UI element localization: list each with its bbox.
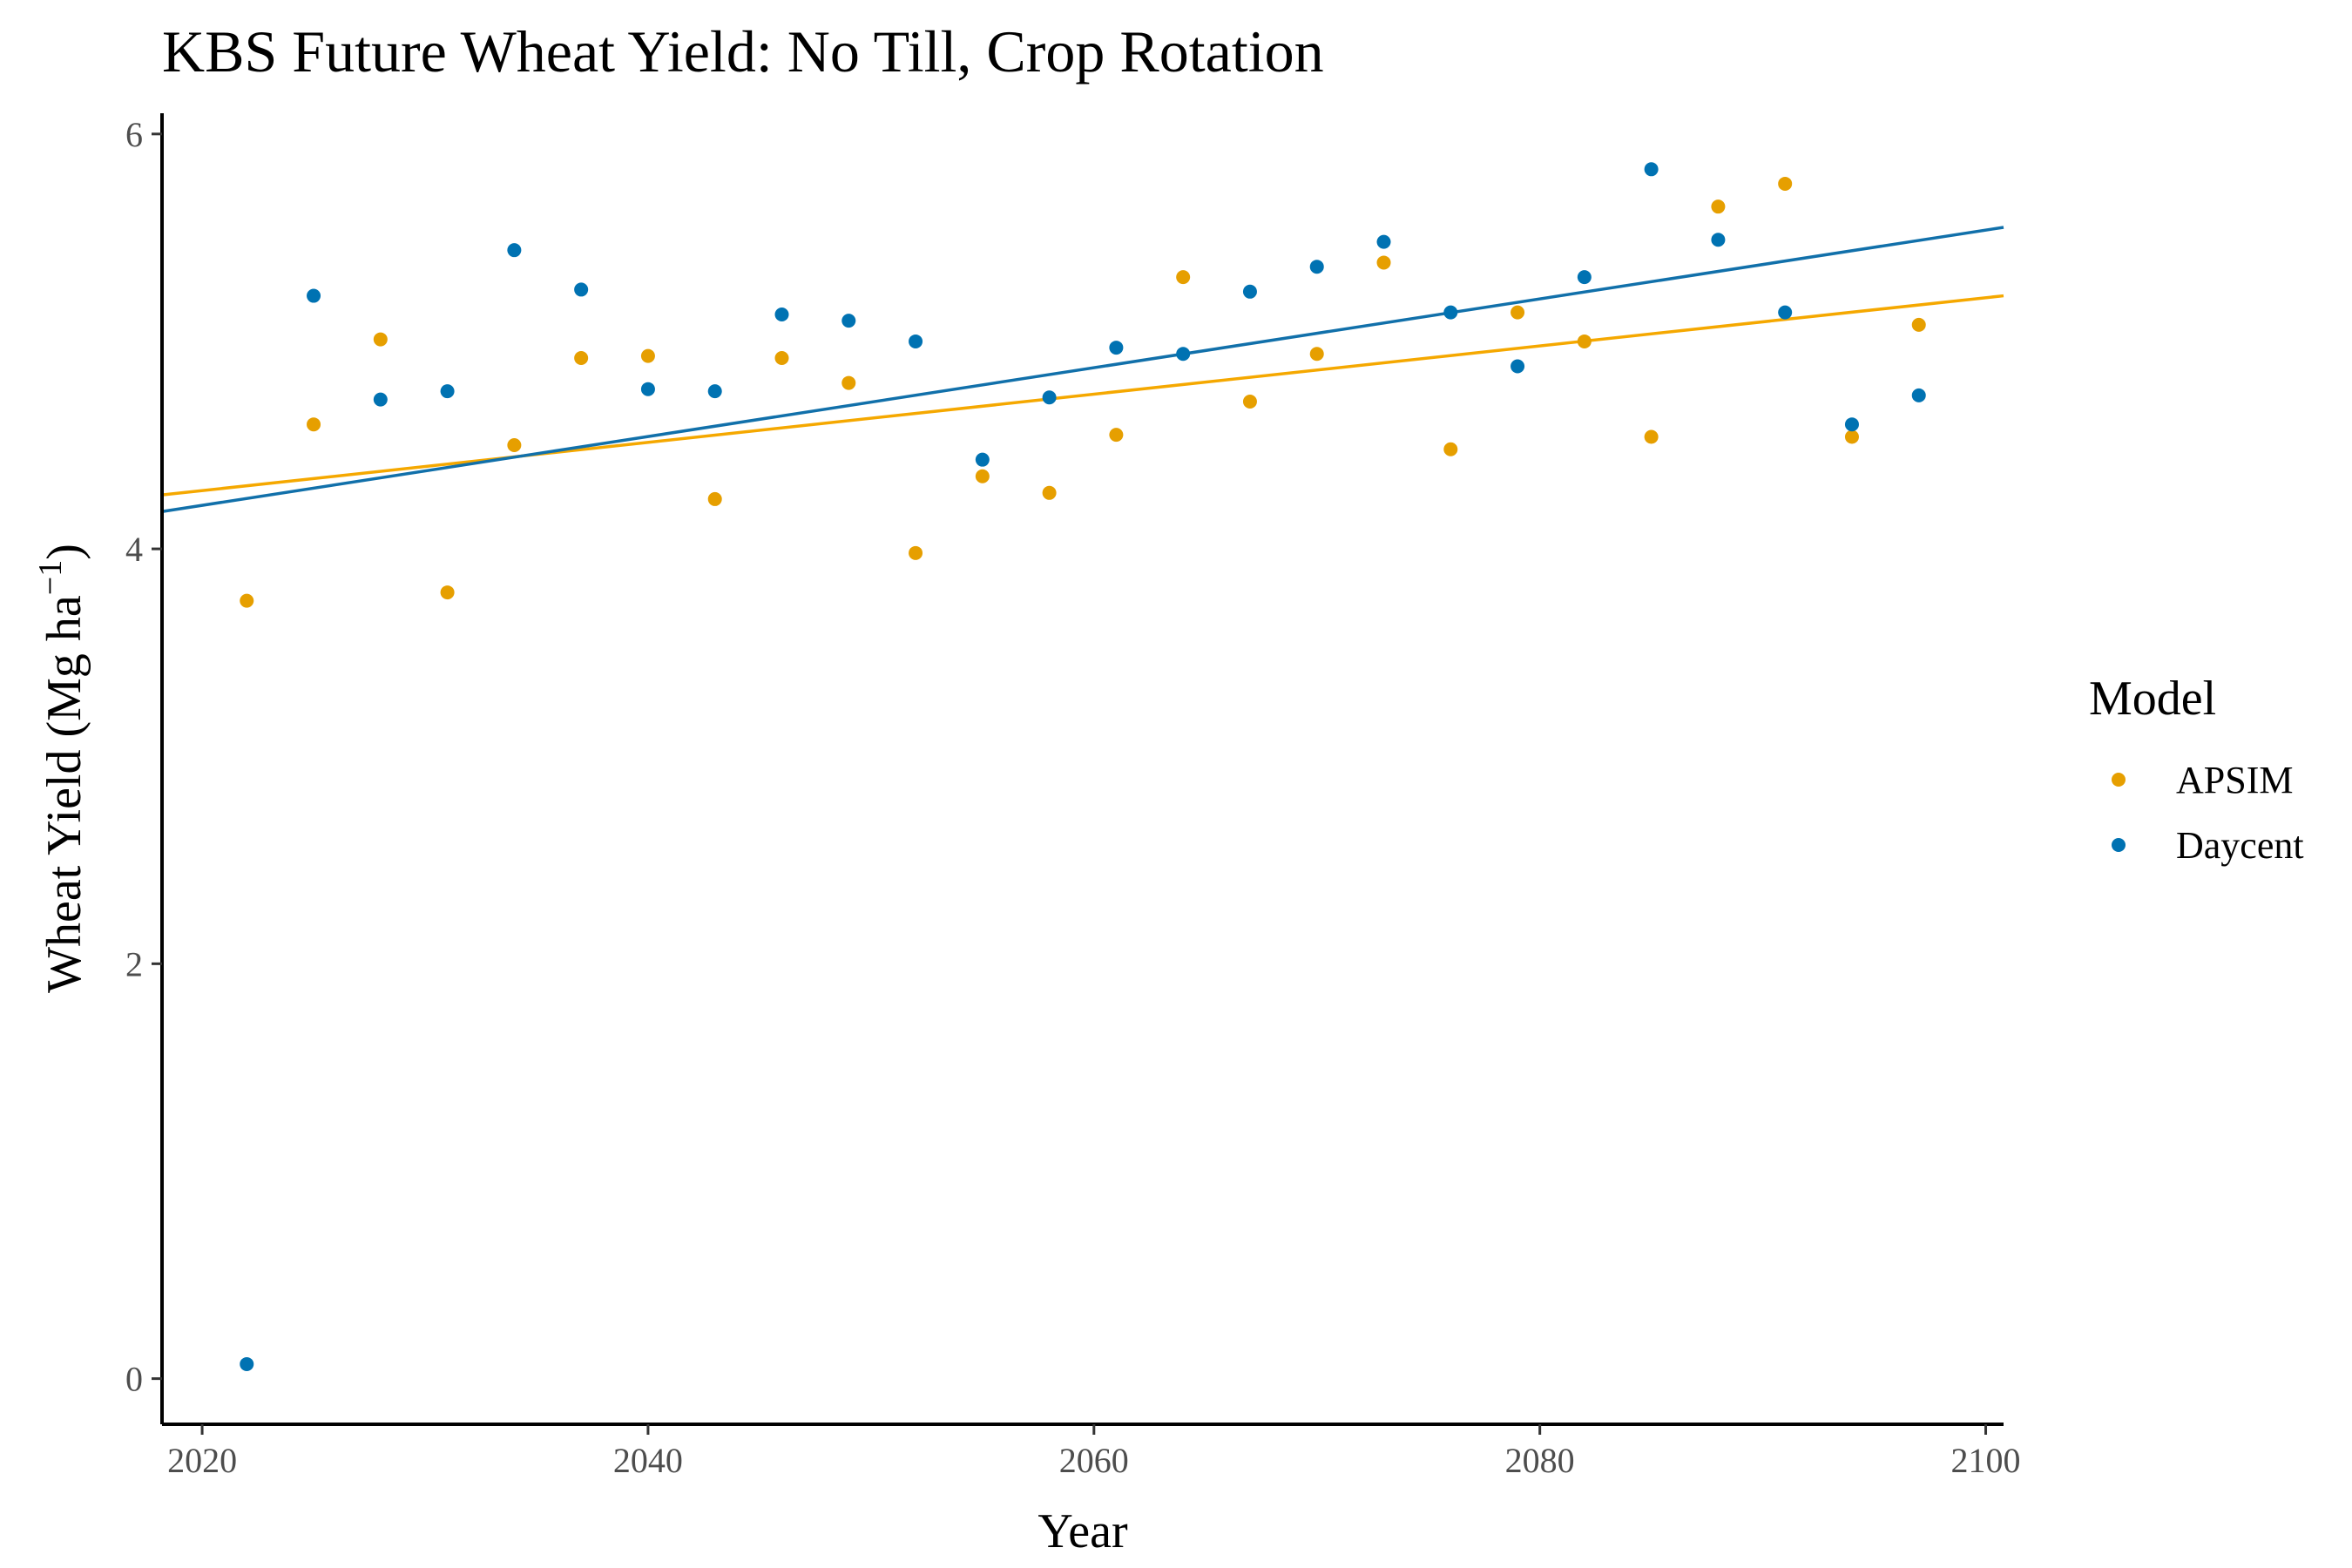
- daycent-point: [1711, 233, 1726, 247]
- daycent-point: [373, 392, 388, 407]
- apsim-point: [1711, 199, 1726, 214]
- apsim-point: [1242, 395, 1257, 409]
- daycent-point: [1577, 270, 1592, 285]
- apsim-point: [1911, 317, 1926, 332]
- daycent-point: [774, 307, 789, 321]
- apsim-point: [1511, 305, 1525, 320]
- x-tick-label: 2060: [1059, 1441, 1129, 1480]
- apsim-trend-line: [161, 294, 2004, 497]
- x-tick-label: 2100: [1951, 1441, 2021, 1480]
- daycent-point: [1242, 284, 1257, 299]
- plot-area: [161, 162, 2004, 1371]
- legend-key-daycent: [2112, 838, 2126, 852]
- daycent-point: [1309, 260, 1324, 274]
- apsim-point: [240, 593, 254, 608]
- legend-label-apsim: APSIM: [2176, 759, 2294, 801]
- daycent-point: [1511, 359, 1525, 374]
- legend-title: Model: [2089, 672, 2216, 726]
- daycent-point: [841, 314, 856, 328]
- apsim-point: [1376, 255, 1391, 270]
- y-axis-ticks: 0 2 4 6: [125, 115, 162, 1399]
- daycent-point: [1443, 305, 1458, 320]
- apsim-point: [1778, 176, 1793, 191]
- apsim-point: [574, 350, 589, 365]
- daycent-point: [975, 452, 990, 467]
- apsim-point: [841, 375, 856, 390]
- daycent-point: [707, 384, 722, 399]
- legend-label-daycent: Daycent: [2176, 824, 2304, 867]
- daycent-point: [1176, 347, 1191, 362]
- apsim-point: [1309, 347, 1324, 362]
- daycent-point: [507, 243, 522, 258]
- apsim-point: [975, 469, 990, 483]
- legend-key-apsim: [2112, 773, 2126, 787]
- apsim-point: [774, 350, 789, 365]
- apsim-point: [1577, 334, 1592, 348]
- apsim-point: [1443, 442, 1458, 456]
- daycent-point: [640, 382, 655, 396]
- apsim-point: [1109, 428, 1124, 443]
- y-axis-title-superscript: −1: [32, 560, 69, 595]
- apsim-point: [1176, 270, 1191, 285]
- daycent-point: [1042, 390, 1057, 405]
- y-axis-title-main: Wheat Yield (Mg ha: [37, 595, 91, 993]
- y-tick-label: 2: [125, 944, 143, 983]
- daycent-point: [1844, 417, 1859, 432]
- daycent-point: [1911, 388, 1926, 402]
- daycent-point: [909, 334, 923, 348]
- apsim-point: [640, 348, 655, 363]
- apsim-point: [373, 332, 388, 347]
- apsim-point: [909, 545, 923, 560]
- apsim-point: [1844, 429, 1859, 444]
- legend: Model APSIM Daycent: [2089, 672, 2304, 867]
- daycent-point: [1376, 234, 1391, 249]
- daycent-point: [440, 384, 455, 399]
- apsim-point: [440, 585, 455, 600]
- apsim-point: [507, 438, 522, 453]
- y-axis-title-close: ): [37, 544, 91, 560]
- daycent-point: [574, 282, 589, 297]
- daycent-point: [240, 1356, 254, 1371]
- apsim-point: [1042, 485, 1057, 500]
- apsim-point: [1644, 429, 1659, 444]
- chart-title: KBS Future Wheat Yield: No Till, Crop Ro…: [162, 18, 1324, 84]
- x-tick-label: 2040: [613, 1441, 683, 1480]
- y-tick-label: 4: [125, 530, 143, 569]
- y-tick-label: 6: [125, 115, 143, 154]
- x-axis-ticks: 2020 2040 2060 2080 2100: [167, 1424, 2021, 1480]
- daycent-point: [1644, 162, 1659, 177]
- y-tick-label: 0: [125, 1360, 143, 1399]
- daycent-point: [1778, 305, 1793, 320]
- daycent-trend-line: [161, 226, 2004, 513]
- data-points: [240, 162, 1926, 1371]
- x-tick-label: 2020: [167, 1441, 237, 1480]
- daycent-point: [1109, 341, 1124, 355]
- apsim-point: [307, 417, 321, 432]
- y-axis-title: Wheat Yield (Mg ha−1): [32, 544, 91, 993]
- daycent-point: [307, 288, 321, 303]
- x-axis-title: Year: [1037, 1504, 1128, 1558]
- x-tick-label: 2080: [1505, 1441, 1575, 1480]
- apsim-point: [707, 491, 722, 506]
- fit-lines: [161, 226, 2004, 513]
